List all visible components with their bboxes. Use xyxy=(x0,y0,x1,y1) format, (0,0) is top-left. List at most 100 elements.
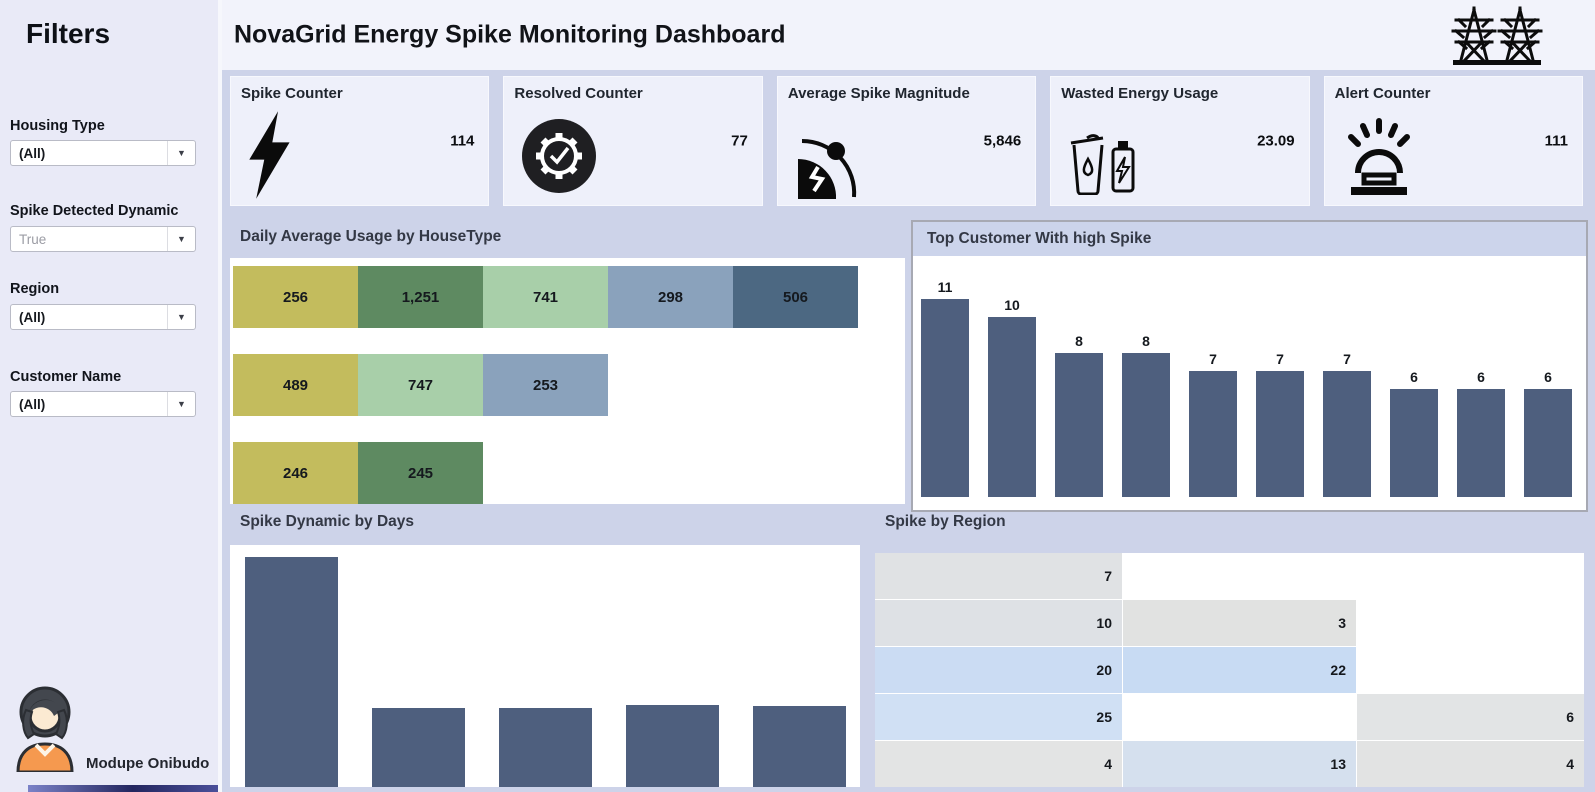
kpi-card-resolved-counter[interactable]: Resolved Counter 77 xyxy=(503,76,762,206)
chevron-down-icon[interactable]: ▼ xyxy=(167,392,195,416)
bar[interactable] xyxy=(1457,389,1505,497)
cell-value: 3 xyxy=(1338,615,1346,631)
spike-detected-dropdown[interactable]: True ▼ xyxy=(10,226,196,252)
bar[interactable] xyxy=(1256,371,1304,497)
cell-value: 6 xyxy=(1566,709,1574,725)
stacked-bar-segment[interactable]: 506 xyxy=(733,266,858,328)
stacked-bar-segment[interactable]: 489 xyxy=(233,354,358,416)
bar[interactable] xyxy=(1524,389,1572,497)
heatmap-cell[interactable]: 6 xyxy=(1357,694,1584,740)
bar-value-label: 7 xyxy=(1276,351,1284,367)
bar-with-label: 8 xyxy=(1122,333,1170,497)
panel-title-spike-days: Spike Dynamic by Days xyxy=(240,513,414,531)
bar-with-label: 6 xyxy=(1390,369,1438,497)
segment-value-label: 253 xyxy=(533,377,558,394)
stacked-bar-segment[interactable]: 253 xyxy=(483,354,608,416)
heatmap-cell[interactable] xyxy=(1357,647,1584,693)
heatmap-cell[interactable]: 7 xyxy=(875,553,1122,599)
user-avatar xyxy=(12,680,78,777)
cropped-bottom-element xyxy=(28,785,218,792)
heatmap-cell[interactable] xyxy=(1357,553,1584,599)
bar[interactable] xyxy=(245,557,338,787)
region-value: (All) xyxy=(11,310,167,325)
cell-value: 4 xyxy=(1566,756,1574,772)
kpi-card-alert-counter[interactable]: Alert Counter 111 xyxy=(1324,76,1583,206)
heatmap-cell[interactable]: 10 xyxy=(875,600,1122,646)
heatmap-cell[interactable]: 4 xyxy=(875,741,1122,787)
cell-value: 10 xyxy=(1096,615,1112,631)
heatmap-cell[interactable]: 3 xyxy=(1123,600,1356,646)
kpi-label: Wasted Energy Usage xyxy=(1061,85,1218,102)
bar-with-label: 7 xyxy=(1323,351,1371,497)
panel-title-daily-average: Daily Average Usage by HouseType xyxy=(240,228,501,246)
bar-value-label: 6 xyxy=(1410,369,1418,385)
kpi-card-spike-counter[interactable]: Spike Counter 114 xyxy=(230,76,489,206)
cell-value: 22 xyxy=(1330,662,1346,678)
heatmap-cell[interactable]: 25 xyxy=(875,694,1122,740)
stacked-bar-segment[interactable]: 747 xyxy=(358,354,483,416)
stacked-bar-segment[interactable]: 1,251 xyxy=(358,266,483,328)
filters-heading: Filters xyxy=(26,18,110,50)
bar-value-label: 10 xyxy=(1004,297,1020,313)
power-pylons-icon xyxy=(1447,4,1547,71)
region-dropdown[interactable]: (All) ▼ xyxy=(10,304,196,330)
bar-with-label: 6 xyxy=(1457,369,1505,497)
heatmap-cell[interactable]: 22 xyxy=(1123,647,1356,693)
heatmap-cell[interactable]: 13 xyxy=(1123,741,1356,787)
bar[interactable] xyxy=(1189,371,1237,497)
filter-label-customer-name: Customer Name xyxy=(10,369,121,385)
bar[interactable] xyxy=(1055,353,1103,497)
stacked-bar-row: 256 1,251 741298 506 xyxy=(233,266,905,328)
bar[interactable] xyxy=(499,708,592,787)
bar-value-label: 8 xyxy=(1075,333,1083,349)
filter-label-region: Region xyxy=(10,281,59,297)
bar-value-label: 8 xyxy=(1142,333,1150,349)
housing-type-dropdown[interactable]: (All) ▼ xyxy=(10,140,196,166)
housing-type-value: (All) xyxy=(11,146,167,161)
stacked-bar-segment[interactable]: 245 xyxy=(358,442,483,504)
stacked-bar-segment[interactable]: 246 xyxy=(233,442,358,504)
chevron-down-icon[interactable]: ▼ xyxy=(167,227,195,251)
bar-with-label: 11 xyxy=(921,279,969,497)
bar[interactable] xyxy=(372,708,465,787)
segment-value-label: 506 xyxy=(783,289,808,306)
bar-with-label: 7 xyxy=(1256,351,1304,497)
bar[interactable] xyxy=(1390,389,1438,497)
bar[interactable] xyxy=(626,705,719,787)
dashboard-header: NovaGrid Energy Spike Monitoring Dashboa… xyxy=(222,0,1595,70)
kpi-value: 5,846 xyxy=(984,133,1022,150)
stacked-bar-segment[interactable]: 256 xyxy=(233,266,358,328)
heatmap-cell[interactable] xyxy=(1357,600,1584,646)
chevron-down-icon[interactable]: ▼ xyxy=(167,305,195,329)
segment-value-label: 747 xyxy=(408,377,433,394)
stacked-bar-segment[interactable]: 741 xyxy=(483,266,608,328)
chevron-down-icon[interactable]: ▼ xyxy=(167,141,195,165)
segment-value-label: 1,251 xyxy=(402,289,440,306)
stacked-bar-row: 489 747 253 xyxy=(233,354,905,416)
heatmap-cell[interactable]: 4 xyxy=(1357,741,1584,787)
customer-name-dropdown[interactable]: (All) ▼ xyxy=(10,391,196,417)
gauge-icon xyxy=(794,119,860,204)
bar[interactable] xyxy=(1323,371,1371,497)
waste-battery-icon xyxy=(1067,129,1141,200)
spike-by-region-heatmap-table: 710320222564134 xyxy=(875,553,1584,787)
bar-with-label: 8 xyxy=(1055,333,1103,497)
daily-average-stacked-bar-chart: 256 1,251 741298 506 489 747 253 246 245 xyxy=(230,258,905,504)
heatmap-cell[interactable]: 20 xyxy=(875,647,1122,693)
top-customer-bar-chart: 111088777666 xyxy=(913,256,1586,510)
stacked-bar-segment[interactable]: 298 xyxy=(608,266,733,328)
segment-value-label: 246 xyxy=(283,465,308,482)
segment-value-label: 489 xyxy=(283,377,308,394)
panel-title-top-customer: Top Customer With high Spike xyxy=(913,222,1586,256)
bar[interactable] xyxy=(1122,353,1170,497)
bar[interactable] xyxy=(753,706,846,787)
heatmap-cell[interactable] xyxy=(1123,694,1356,740)
bar[interactable] xyxy=(988,317,1036,497)
bar[interactable] xyxy=(921,299,969,497)
panel-top-customer: Top Customer With high Spike 11108877766… xyxy=(911,220,1588,512)
dashboard-title: NovaGrid Energy Spike Monitoring Dashboa… xyxy=(234,21,785,50)
heatmap-cell[interactable] xyxy=(1123,553,1356,599)
kpi-card-average-spike-magnitude[interactable]: Average Spike Magnitude 5,846 xyxy=(777,76,1036,206)
kpi-label: Average Spike Magnitude xyxy=(788,85,970,102)
kpi-card-wasted-energy-usage[interactable]: Wasted Energy Usage 23.09 xyxy=(1050,76,1309,206)
